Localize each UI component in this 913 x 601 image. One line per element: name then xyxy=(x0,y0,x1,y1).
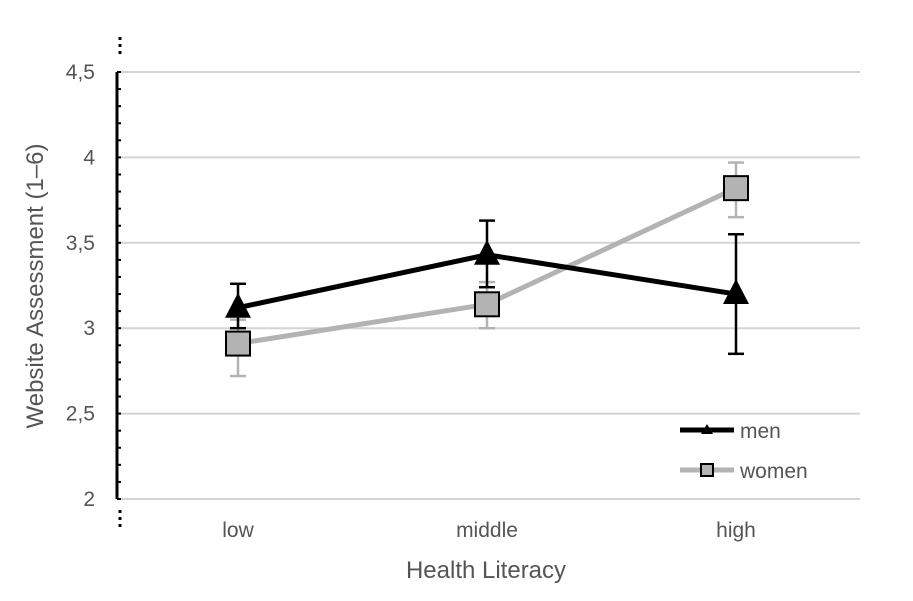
y-tick-label: 2 xyxy=(83,488,95,511)
legend-label-women: women xyxy=(739,460,808,483)
y-axis xyxy=(115,37,122,531)
data-point-men xyxy=(474,239,500,265)
legend-item-women: women xyxy=(680,460,808,483)
y-tick-label: 3,5 xyxy=(66,232,95,255)
legend: men women xyxy=(680,420,808,483)
x-axis-title: Health Literacy xyxy=(406,557,566,584)
data-point-men xyxy=(225,292,251,318)
data-point-women xyxy=(723,175,749,202)
x-tick-labels: low middle high xyxy=(222,519,756,542)
data-point-men xyxy=(723,279,749,305)
x-tick-label: low xyxy=(222,519,254,542)
y-tick-label: 2,5 xyxy=(66,403,95,426)
legend-marker-women xyxy=(700,463,714,477)
y-axis-title: Website Assessment (1–6) xyxy=(22,143,49,428)
legend-item-men: men xyxy=(680,420,781,443)
x-tick-label: high xyxy=(716,519,756,542)
y-tick-labels: 2 2,5 3 3,5 4 4,5 xyxy=(66,61,96,511)
data-point-women xyxy=(474,291,500,318)
y-tick-label: 3 xyxy=(83,317,95,340)
series-men xyxy=(225,219,749,356)
data-point-women xyxy=(225,330,251,357)
y-tick-label: 4,5 xyxy=(66,61,95,84)
series-group xyxy=(225,161,749,378)
legend-label-men: men xyxy=(740,420,781,443)
legend-marker-men xyxy=(701,424,713,434)
series-women xyxy=(225,161,749,378)
y-tick-label: 4 xyxy=(83,146,95,169)
x-tick-label: middle xyxy=(456,519,518,542)
